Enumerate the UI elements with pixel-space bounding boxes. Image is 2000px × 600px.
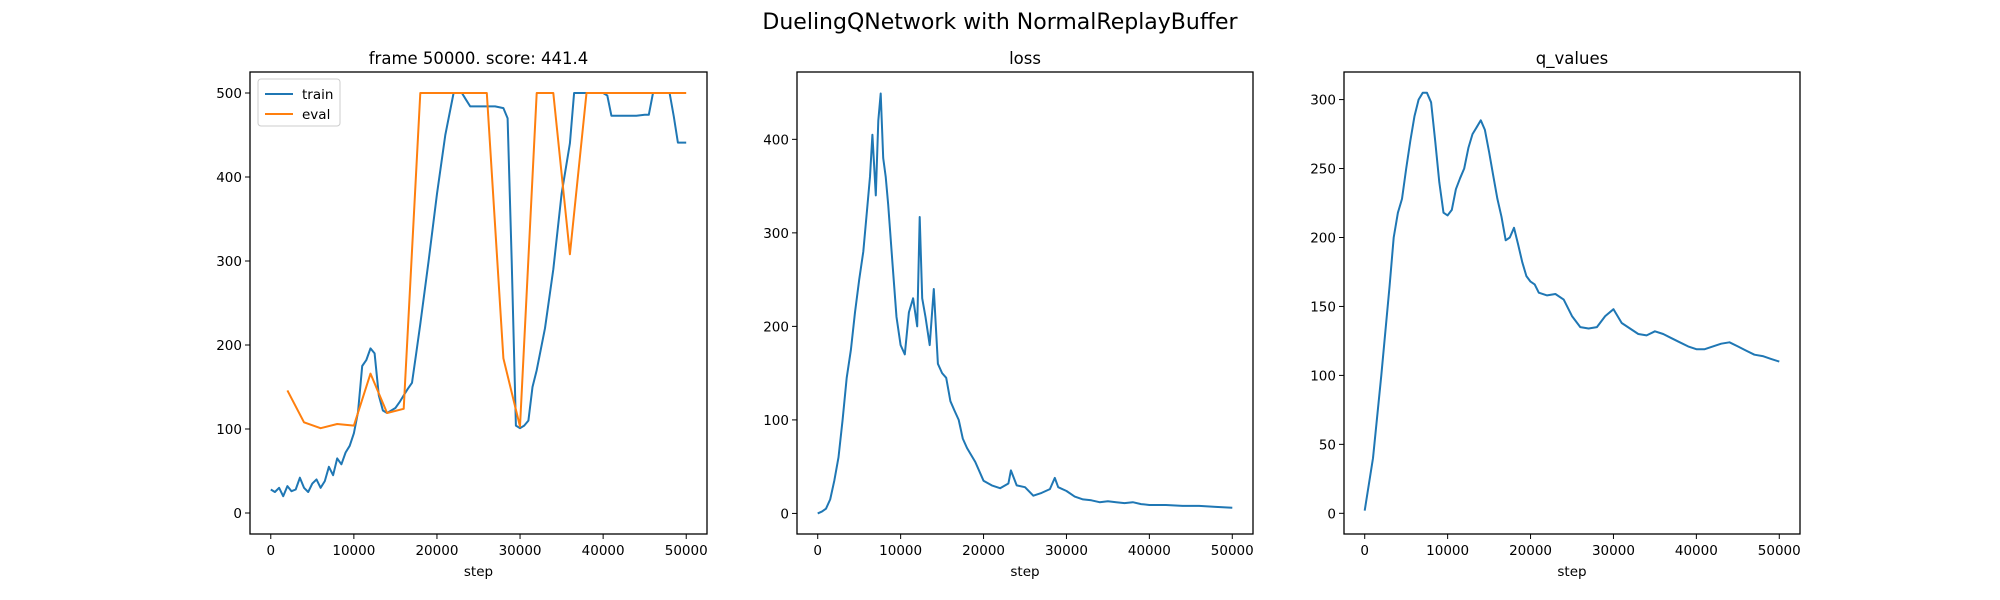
y-tick-label: 0 [1327,506,1336,522]
x-tick-label: 10000 [332,543,375,559]
y-tick-label: 250 [1310,162,1336,178]
y-tick-label: 300 [1310,93,1336,109]
x-tick-label: 30000 [1045,543,1088,559]
subplot-title: frame 50000. score: 441.4 [369,49,589,68]
y-tick-label: 100 [1310,368,1336,384]
y-tick-label: 0 [233,506,242,522]
x-axis-label: step [464,564,493,580]
series-line-loss [817,92,1233,515]
axes-frame [249,71,708,535]
x-tick-label: 20000 [1509,543,1552,559]
x-tick-label: 0 [813,543,822,559]
x-tick-label: 20000 [415,543,458,559]
x-tick-label: 10000 [1426,543,1469,559]
axes-frame [796,71,1254,535]
legend-label-train: train [302,87,333,103]
x-tick-label: 10000 [879,543,922,559]
legend-label-eval: eval [302,107,330,123]
y-tick-label: 400 [763,132,789,148]
y-tick-label: 100 [216,422,242,438]
y-tick-label: 400 [216,170,242,186]
x-tick-label: 0 [1360,543,1369,559]
axes-frame [1343,71,1801,535]
x-tick-label: 50000 [1211,543,1254,559]
y-tick-label: 200 [763,319,789,335]
y-tick-label: 300 [216,254,242,270]
series-line-eval [286,92,687,430]
x-tick-label: 40000 [1128,543,1171,559]
x-tick-label: 40000 [582,543,625,559]
x-tick-label: 40000 [1675,543,1718,559]
x-tick-label: 30000 [499,543,542,559]
series-line-q-values [1363,91,1780,511]
x-tick-label: 50000 [1758,543,1801,559]
x-tick-label: 0 [266,543,275,559]
x-tick-label: 30000 [1592,543,1635,559]
y-tick-label: 200 [216,338,242,354]
y-tick-label: 300 [763,226,789,242]
subplot-q-values: 0 10000 20000 30000 40000 50000 0 50 100 150 200 25… [1310,49,1801,580]
y-tick-label: 150 [1310,299,1336,315]
y-tick-label: 50 [1319,437,1336,453]
subplot-title: loss [1009,49,1041,68]
x-tick-label: 50000 [665,543,708,559]
y-tick-label: 500 [216,86,242,102]
x-tick-label: 20000 [962,543,1005,559]
figure-title: DuelingQNetwork with NormalReplayBuffer [762,10,1238,35]
x-axis-label: step [1010,564,1039,580]
legend: train eval [257,78,341,127]
subplot-title: q_values [1536,49,1608,69]
subplot-score: 0 10000 20000 30000 40000 50000 0 100 200 300 400 5… [216,49,707,580]
series-line-train [270,92,687,498]
y-tick-label: 0 [780,506,789,522]
subplot-loss: 0 10000 20000 30000 40000 50000 0 100 200 300 400 l… [763,49,1254,580]
y-tick-label: 200 [1310,230,1336,246]
y-tick-label: 100 [763,413,789,429]
x-axis-label: step [1557,564,1586,580]
